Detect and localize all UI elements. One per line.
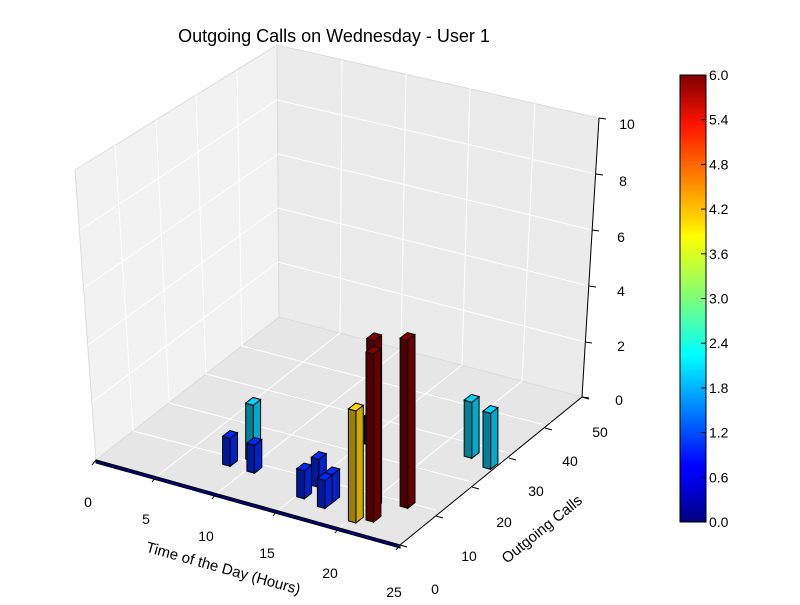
bar <box>245 436 263 475</box>
colorbar-tick-label: 3.6 <box>709 246 729 262</box>
z-tick-label: 4 <box>617 283 625 299</box>
bar-top-face <box>365 332 383 342</box>
x-tick-label: 15 <box>259 545 275 561</box>
bar-top-face <box>399 331 417 341</box>
x-tick-label: 0 <box>84 494 92 510</box>
bar <box>481 404 499 471</box>
bar-top-face <box>347 402 365 412</box>
z-tick-label: 0 <box>615 392 623 408</box>
bar-top-face <box>295 462 313 472</box>
bar <box>364 345 382 524</box>
bar <box>463 393 481 460</box>
bar <box>399 331 417 510</box>
z-tick-label: 8 <box>619 173 627 189</box>
y-tick-label: 0 <box>431 581 439 597</box>
colorbar-tick-label: 0.6 <box>709 469 729 485</box>
bar <box>221 430 239 468</box>
y-tick-label: 50 <box>592 424 608 440</box>
bar-side-face <box>373 347 382 524</box>
bar <box>347 402 365 525</box>
bar-front-face <box>399 337 409 509</box>
colorbar-tick-label: 1.8 <box>709 380 729 396</box>
colorbar-tick-label: 2.4 <box>709 335 729 351</box>
chart-title: Outgoing Calls on Wednesday - User 1 <box>178 26 490 46</box>
bar-front-face <box>482 410 492 471</box>
colorbar-ticks: 0.0 0.6 1.2 1.8 2.4 3.0 3.6 4.2 4.8 5.4 6.0 <box>701 67 729 530</box>
x-axis-label: Time of the Day (Hours) <box>144 539 302 598</box>
bar-side-face <box>490 406 499 471</box>
x-tick-label: 25 <box>386 584 402 600</box>
colorbar-tick-label: 4.2 <box>709 201 729 217</box>
z-tick-label: 10 <box>619 116 635 132</box>
bar-front-face <box>347 408 357 524</box>
z-tick-label: 2 <box>617 338 625 354</box>
bar-front-face <box>365 351 375 523</box>
colorbar-tick-label: 3.0 <box>709 291 729 307</box>
zero-bars-strip <box>95 459 401 549</box>
bar-side-face <box>355 404 364 525</box>
z-ticks: 0 2 4 6 8 10 <box>581 116 635 408</box>
bar-front-face <box>296 468 305 500</box>
bar-top-face <box>316 472 334 482</box>
y-tick-label: 30 <box>528 483 544 499</box>
bar-side-face <box>471 395 480 460</box>
colorbar-tick-label: 1.2 <box>709 425 729 441</box>
bar-front-face <box>463 399 473 459</box>
colorbar-tick-label: 6.0 <box>709 67 729 83</box>
z-axis-line <box>581 117 600 398</box>
z-tick-label: 6 <box>617 229 625 245</box>
colorbar-tick-label: 5.4 <box>709 112 729 128</box>
y-ticks: 0 10 20 30 40 50 <box>399 396 608 597</box>
y-axis-line <box>399 396 583 546</box>
x-tick-label: 5 <box>142 511 150 527</box>
bar-side-face <box>407 333 416 510</box>
bar-top-face <box>310 450 328 460</box>
bar-front-face <box>316 477 326 510</box>
bar-top-face <box>244 396 262 406</box>
bar-front-face <box>222 435 231 468</box>
bar-top-face <box>481 404 499 414</box>
bars-group <box>95 331 499 549</box>
bar-top-face <box>463 393 481 403</box>
x-tick-label: 20 <box>322 565 338 581</box>
colorbar-tick-label: 4.8 <box>709 156 729 172</box>
bar-top-face <box>245 436 263 446</box>
bar <box>316 472 334 510</box>
bar-front-face <box>246 442 255 474</box>
x-tick-label: 10 <box>198 528 214 544</box>
bar-top-face <box>221 430 239 439</box>
x-ticks: 0 5 10 15 20 25 <box>84 459 402 600</box>
bar-top-face <box>364 345 382 355</box>
y-tick-label: 40 <box>562 453 578 469</box>
y-tick-label: 10 <box>461 548 477 564</box>
bar <box>295 462 313 500</box>
y-tick-label: 20 <box>496 514 512 530</box>
colorbar-tick-label: 0.0 <box>709 514 729 530</box>
